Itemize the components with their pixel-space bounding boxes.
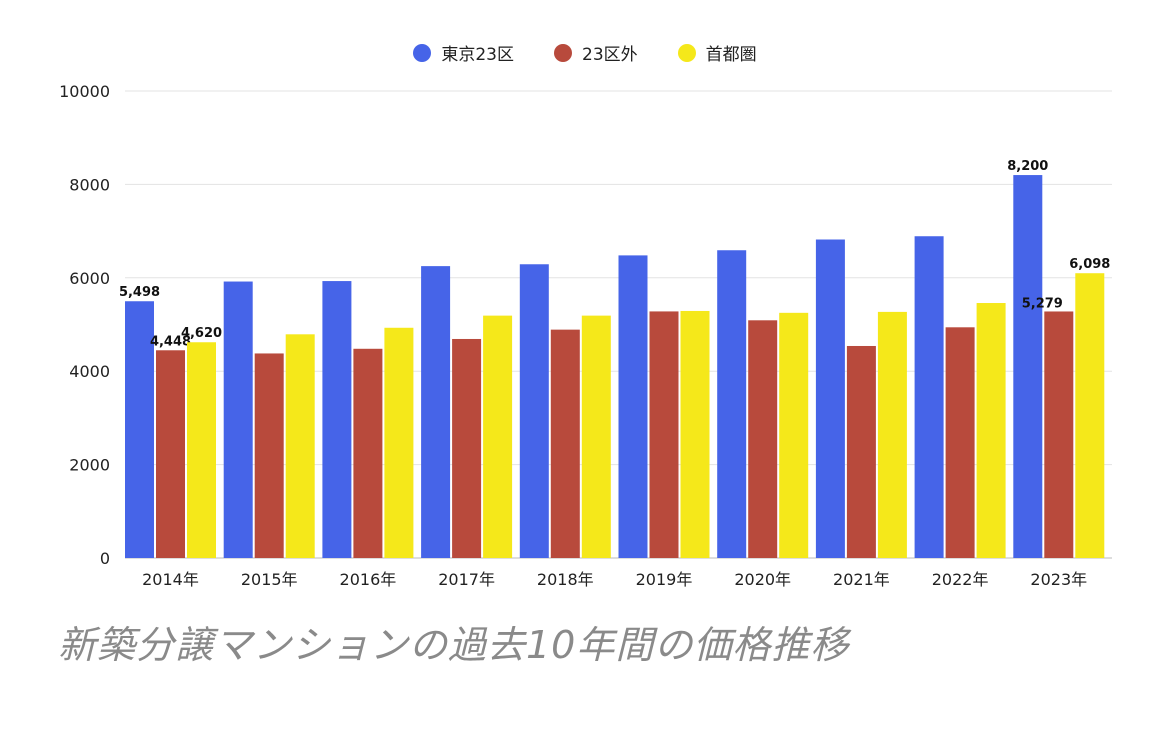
bar [384,327,414,558]
bar [976,303,1006,558]
x-tick-label: 2015年 [241,570,298,589]
data-label: 6,098 [1069,257,1110,272]
y-tick-label: 6000 [69,269,110,288]
x-tick-label: 2022年 [932,570,989,589]
bar [1013,175,1043,558]
x-tick-label: 2018年 [537,570,594,589]
y-tick-label: 2000 [69,456,110,475]
x-tick-label: 2020年 [734,570,791,589]
data-label: 4,448 [150,334,191,349]
x-tick-label: 2014年 [142,570,199,589]
legend-item-tokyo23: 東京23区 [413,40,514,65]
bar [519,264,549,558]
bar [285,334,315,558]
bar [223,281,253,558]
x-tick-label: 2023年 [1030,570,1087,589]
legend: 東京23区 23区外 首都圏 [0,40,1170,65]
bar [353,348,383,558]
bar [945,327,975,558]
caption: 新築分譲マンションの過去10年間の価格推移 [58,623,850,667]
x-tick-label: 2017年 [438,570,495,589]
bar [914,236,944,558]
y-tick-label: 8000 [69,175,110,194]
bar [550,329,580,558]
bar [187,342,216,558]
bar [581,315,611,558]
bar [322,281,352,558]
bar [717,250,747,558]
bar [748,320,778,558]
legend-label-outside23: 23区外 [582,45,638,65]
bar [779,312,809,558]
bar [452,338,482,558]
bar [1044,311,1074,558]
data-label: 5,498 [119,285,160,300]
data-label: 5,279 [1022,296,1063,311]
x-tick-label: 2016年 [340,570,397,589]
bar [680,310,710,558]
x-tick-label: 2019年 [636,570,693,589]
legend-swatch-outside23 [554,43,572,62]
bar [618,255,648,558]
bar [649,311,679,558]
bar [254,353,284,558]
chart-area: 東京23区 23区外 首都圏 0 2000 4000 6000 8000 10000 5,4… [0,40,1170,589]
legend-item-metro: 首都圏 [677,40,757,65]
data-label: 8,200 [1007,159,1048,174]
bar [846,345,876,558]
x-tick-label: 2021年 [833,570,890,589]
y-tick-label: 10000 [59,82,110,101]
legend-swatch-tokyo23 [413,43,432,62]
data-label: 4,620 [181,326,222,341]
legend-label-tokyo23: 東京23区 [441,45,514,65]
bar [483,315,513,558]
bar [877,311,907,558]
legend-item-outside23: 23区外 [554,40,638,65]
y-tick-label: 0 [100,549,110,568]
legend-swatch-metro [677,43,696,62]
bar [156,350,185,558]
bar [1075,273,1105,558]
y-tick-label: 4000 [69,362,110,381]
bar [815,239,845,559]
legend-label-metro: 首都圏 [705,45,757,65]
bar [125,301,154,558]
bar [421,266,451,558]
